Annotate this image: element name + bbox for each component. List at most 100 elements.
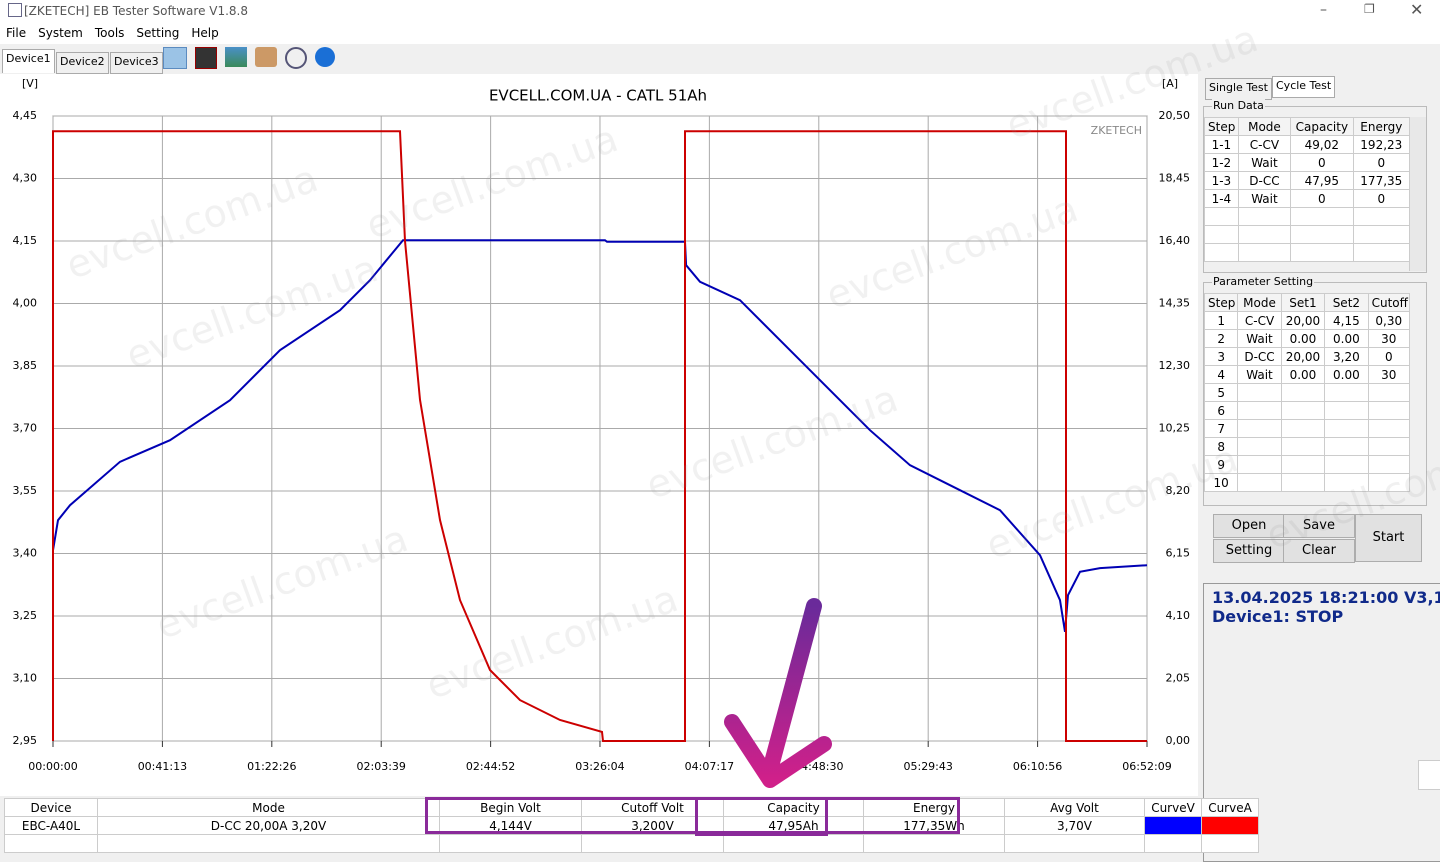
y2-tick-label: 2,05 — [1166, 672, 1191, 685]
y2-tick-label: 0,00 — [1166, 734, 1191, 747]
x-tick-label: 05:29:43 — [903, 760, 952, 773]
close[interactable]: ✕ — [1410, 0, 1424, 19]
device-tab[interactable]: Device1 — [2, 49, 55, 73]
button[interactable]: Clear — [1283, 539, 1355, 563]
restore[interactable]: ❐ — [1364, 2, 1375, 16]
table-cell: 10 — [1203, 473, 1239, 492]
menu-item[interactable]: Help — [191, 26, 219, 40]
table-row: EBC-A40L D-CC 20,00A 3,20V 4,144V 3,200V 47,… — [4, 816, 1259, 835]
data-line — [52, 130, 1147, 742]
table-cell — [1352, 225, 1411, 244]
table-cell: 47,95Ah — [723, 816, 864, 835]
table-cell: 30 — [1367, 329, 1411, 348]
search-icon[interactable] — [285, 47, 307, 69]
data-table: Step Mode Set1 Set2 Cutoff 1 C-CV 20,00 4,15 0,30… — [1203, 293, 1411, 492]
chart-title: EVCELL.COM.UA - CATL 51Ah — [489, 87, 707, 105]
tools-icon[interactable] — [255, 47, 277, 67]
save-icon[interactable] — [195, 47, 217, 69]
button[interactable]: Setting — [1213, 539, 1285, 563]
menu-item[interactable]: Tools — [94, 26, 125, 40]
open-icon[interactable] — [163, 47, 187, 69]
table-cell: 1 — [1203, 311, 1239, 330]
table-cell — [97, 834, 440, 853]
table-cell: 3,20 — [1324, 347, 1369, 366]
button[interactable]: Start — [1355, 514, 1422, 562]
info-icon[interactable] — [315, 47, 335, 67]
table-cell: 1-3 — [1204, 171, 1239, 190]
table-cell — [1144, 834, 1202, 853]
menu-item[interactable]: File — [6, 26, 27, 40]
tab[interactable]: Single Test — [1205, 78, 1272, 100]
table-row: 4 Wait 0.00 0.00 30 — [1203, 365, 1411, 384]
minimize[interactable]: – — [1320, 2, 1327, 18]
table-cell: 4 — [1203, 365, 1239, 384]
table-cell: 8 — [1203, 437, 1239, 456]
table-cell: 192,23 — [1352, 135, 1411, 154]
header-cell: Cutoff Volt — [581, 798, 724, 817]
group-title: Run Data — [1212, 99, 1265, 112]
table-cell: D-CC — [1237, 347, 1282, 366]
status-box: 13.04.2025 18:21:00 V3,10 Device1: STOP — [1203, 583, 1440, 862]
toolbar — [163, 47, 335, 69]
y-tick-label: 4,30 — [13, 172, 38, 185]
menu-bar: File System Tools Setting Help — [0, 22, 1440, 44]
y2-tick-label: 8,20 — [1166, 484, 1191, 497]
header-cell: Mode — [1237, 293, 1282, 312]
header-cell: Set2 — [1324, 293, 1369, 312]
table-cell — [1367, 419, 1411, 438]
result-table: Device Mode Begin Volt Cutoff Volt Capacity E… — [4, 798, 1259, 853]
table-cell — [581, 834, 724, 853]
y-tick-label: 3,25 — [13, 609, 38, 622]
y-tick-label: 3,55 — [13, 484, 38, 497]
chart-icon[interactable] — [225, 47, 247, 67]
device-tab[interactable]: Device3 — [110, 52, 163, 74]
y2-tick-label: 12,30 — [1159, 359, 1191, 372]
y-tick-label: 4,45 — [13, 109, 38, 122]
device-tab[interactable]: Device2 — [56, 52, 109, 74]
button[interactable]: Open — [1213, 514, 1285, 538]
table-row: 8 — [1203, 437, 1411, 456]
highlight-box — [695, 797, 828, 836]
table-cell — [1367, 401, 1411, 420]
table-cell — [1290, 243, 1354, 262]
table-cell: 1-2 — [1204, 153, 1239, 172]
header-cell: Energy — [1352, 117, 1411, 136]
table-cell — [1237, 437, 1282, 456]
header-row: Step Mode Capacity Energy — [1204, 117, 1411, 136]
menu-item[interactable]: Setting — [136, 26, 180, 40]
data-table: Step Mode Capacity Energy 1-1 C-CV 49,02 192,23… — [1204, 117, 1411, 262]
x-tick-label: 04:48:30 — [794, 760, 843, 773]
x-tick-label: 00:41:13 — [138, 760, 187, 773]
table-row — [4, 834, 1259, 853]
table-cell: 30 — [1367, 365, 1411, 384]
table-cell: 6 — [1203, 401, 1239, 420]
table-cell — [1280, 401, 1326, 420]
table-cell — [1324, 383, 1369, 402]
header-cell: Avg Volt — [1004, 798, 1145, 817]
header-cell: CurveA — [1201, 798, 1259, 817]
y-tick-label: 4,00 — [13, 297, 38, 310]
table-cell — [1204, 207, 1239, 226]
header-cell: Step — [1204, 117, 1239, 136]
table-cell: 49,02 — [1290, 135, 1354, 154]
side-widget[interactable] — [1418, 760, 1440, 790]
table-cell — [1280, 419, 1326, 438]
button[interactable]: Save — [1283, 514, 1355, 538]
menu-item[interactable]: System — [38, 26, 83, 40]
x-tick-label: 03:26:04 — [575, 760, 624, 773]
chart: EVCELL.COM.UA - CATL 51Ah [V] [A] ZKETEC… — [13, 77, 1191, 773]
table-cell: 0 — [1290, 153, 1354, 172]
curve-swatch — [1201, 816, 1259, 835]
table-cell — [1367, 473, 1411, 492]
window-title: [ZKETECH] EB Tester Software V1.8.8 — [24, 4, 249, 18]
tab[interactable]: Cycle Test — [1272, 76, 1336, 98]
y-tick-label: 3,85 — [13, 359, 38, 372]
x-tick-label: 06:52:09 — [1122, 760, 1171, 773]
table-cell: 2 — [1203, 329, 1239, 348]
status-line: 13.04.2025 18:21:00 V3,10 — [1212, 588, 1440, 607]
header-row: Step Mode Set1 Set2 Cutoff — [1203, 293, 1411, 312]
header-cell: Mode — [97, 798, 440, 817]
table-cell — [1324, 473, 1369, 492]
table-row — [1204, 207, 1411, 226]
